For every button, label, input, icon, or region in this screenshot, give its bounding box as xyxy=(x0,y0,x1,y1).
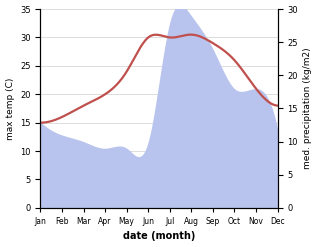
X-axis label: date (month): date (month) xyxy=(123,231,195,242)
Y-axis label: max temp (C): max temp (C) xyxy=(5,77,15,140)
Y-axis label: med. precipitation (kg/m2): med. precipitation (kg/m2) xyxy=(303,48,313,169)
